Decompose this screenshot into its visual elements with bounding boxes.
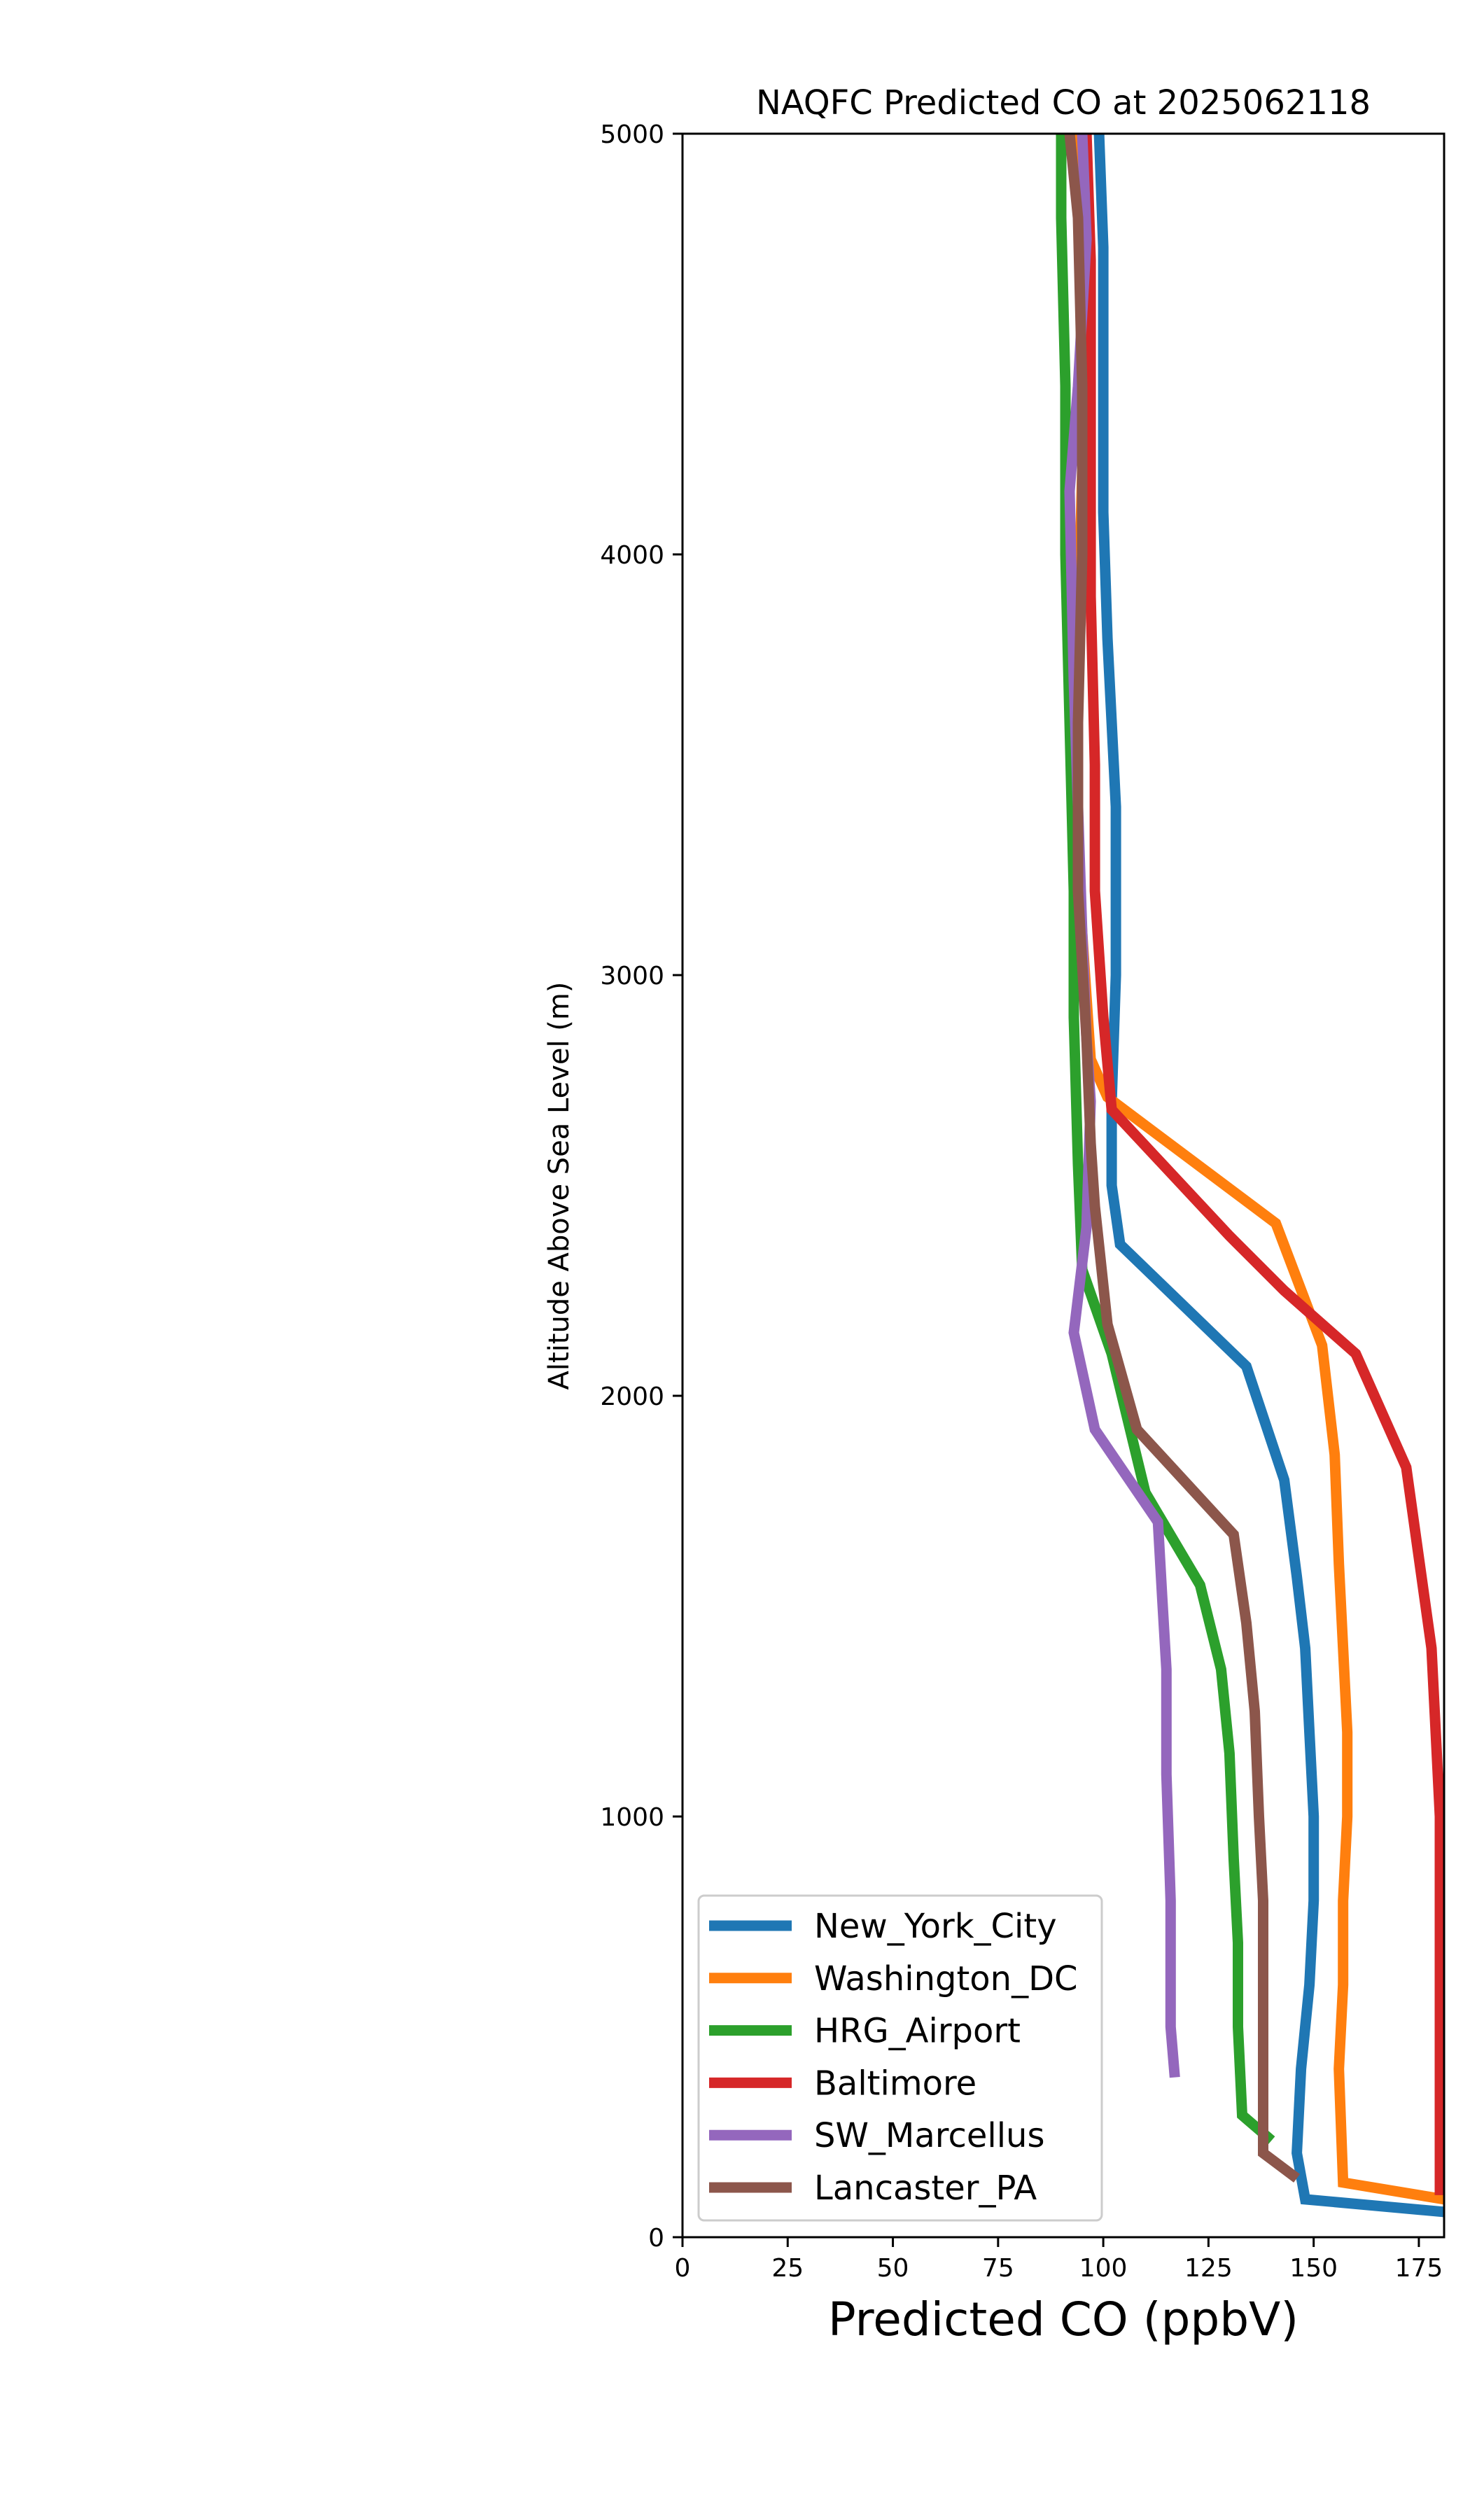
legend-label: Baltimore [814, 2064, 976, 2103]
y-axis-ticks: 0 1000 2000 3000 4000 5000 [600, 120, 682, 2253]
legend-frame [697, 1894, 1103, 2222]
series-line-baltimore [1081, 134, 1444, 2195]
legend-entry-baltimore: Baltimore [709, 2064, 976, 2103]
x-tick-label: 150 [1289, 2254, 1338, 2283]
x-axis-label: Predicted CO (ppbV) [828, 2292, 1298, 2346]
chart-title: NAQFC Predicted CO at 2025062118 [756, 83, 1371, 122]
x-tick-label: 75 [982, 2254, 1014, 2283]
x-tick-label: 50 [877, 2254, 909, 2283]
legend-label: SW_Marcellus [814, 2116, 1044, 2155]
y-tick-label: 1000 [600, 1803, 664, 1832]
series-line-new-york-city [1093, 134, 1444, 2218]
series-line-lancaster-pa [1064, 134, 1301, 2183]
x-tick-label: 100 [1079, 2254, 1128, 2283]
legend-entry-hrg-airport: HRG_Airport [709, 2012, 1021, 2051]
legend-label: HRG_Airport [814, 2012, 1021, 2051]
x-tick-label: 0 [675, 2254, 691, 2283]
series-line-sw-marcellus [1064, 134, 1180, 2078]
y-tick-label: 2000 [600, 1382, 664, 1411]
y-axis-label: Altitude Above Sea Level (m) [543, 982, 575, 1390]
legend-entry-washington-dc: Washington_DC [709, 1959, 1078, 1998]
x-tick-label: 125 [1184, 2254, 1233, 2283]
y-tick-label: 5000 [600, 120, 664, 149]
x-axis-ticks: 0 25 50 75 100 125 150 175 [675, 2237, 1443, 2283]
x-tick-label: 175 [1395, 2254, 1443, 2283]
y-tick-label: 4000 [600, 541, 664, 570]
y-tick-label: 3000 [600, 962, 664, 990]
legend-label: Washington_DC [814, 1959, 1078, 1998]
legend-entry-sw-marcellus: SW_Marcellus [709, 2116, 1044, 2155]
legend: New_York_City Washington_DC HRG_Airport Bal… [697, 1894, 1103, 2222]
plot-frame [681, 132, 1446, 2239]
legend-entry-new-york-city: New_York_City [709, 1907, 1057, 1946]
plot-lines [1056, 134, 1444, 2218]
y-tick-label: 0 [648, 2224, 664, 2253]
x-tick-label: 25 [771, 2254, 804, 2283]
legend-label: Lancaster_PA [814, 2169, 1037, 2208]
legend-label: New_York_City [814, 1907, 1057, 1946]
legend-entry-lancaster-pa: Lancaster_PA [709, 2169, 1037, 2208]
